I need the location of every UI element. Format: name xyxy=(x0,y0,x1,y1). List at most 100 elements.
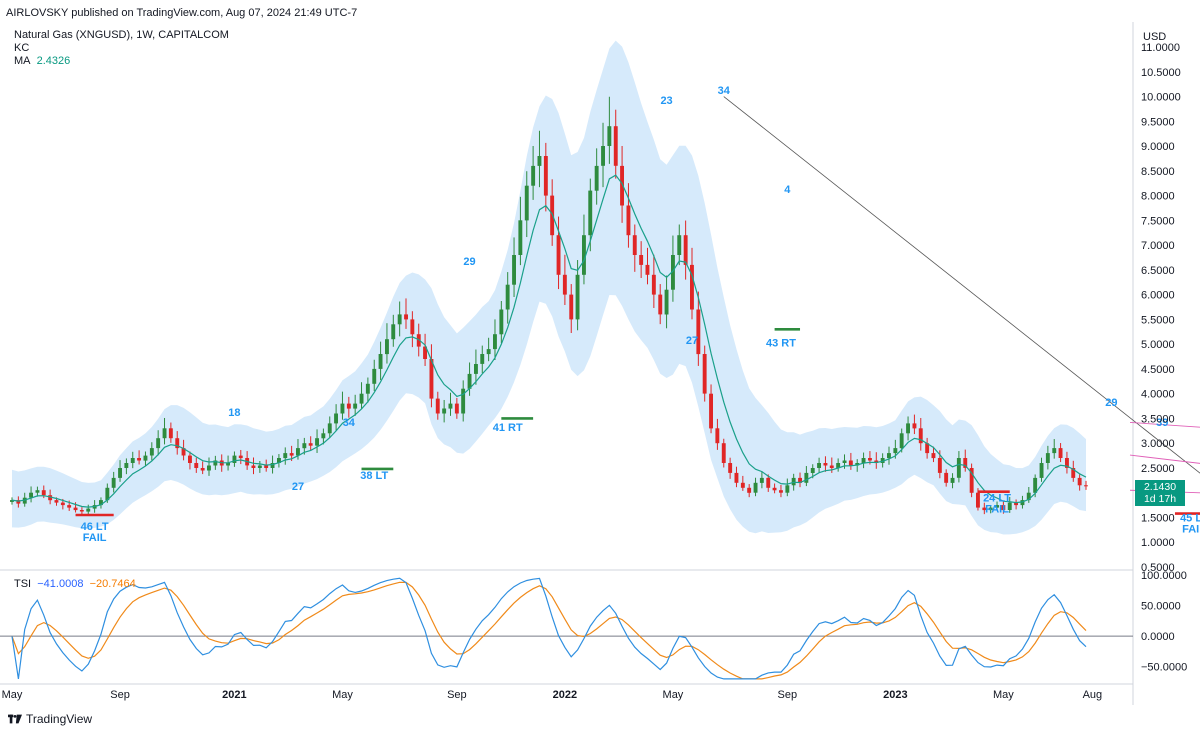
candle-body xyxy=(988,507,993,511)
time-tick-label: May xyxy=(2,689,23,701)
candle-body xyxy=(645,264,650,275)
candle-body xyxy=(956,458,961,478)
time-tick-label: 2022 xyxy=(553,689,577,701)
candle-body xyxy=(448,403,453,409)
candle-body xyxy=(385,339,389,355)
wave-count-label: 23 xyxy=(660,95,672,107)
candle-body xyxy=(308,443,313,446)
candle-body xyxy=(16,500,21,504)
candle-body xyxy=(620,165,624,206)
candle-body xyxy=(226,463,230,466)
downtrend-line xyxy=(723,96,1200,474)
candle-body xyxy=(1058,448,1063,458)
time-tick-label: 2023 xyxy=(883,689,907,701)
candle-body xyxy=(67,505,72,508)
price-tick-label: 9.0000 xyxy=(1141,141,1175,153)
candle-body xyxy=(1039,463,1044,478)
kc-legend[interactable]: KC xyxy=(14,42,30,54)
wave-count-label: 46 LT xyxy=(81,521,109,533)
price-tick-label: 4.5000 xyxy=(1141,364,1175,376)
candle-body xyxy=(906,423,910,434)
candle-body xyxy=(321,433,326,439)
candle-body xyxy=(410,319,415,335)
candle-body xyxy=(35,490,40,493)
wave-count-label: 24 LT xyxy=(983,493,1011,505)
candle-body xyxy=(810,468,815,473)
ma-legend[interactable]: MA 2.4326 xyxy=(14,55,70,67)
candle-body xyxy=(715,428,720,444)
candle-body xyxy=(353,403,358,409)
candle-body xyxy=(257,465,262,468)
candle-body xyxy=(334,413,338,424)
wave-count-label: 39 xyxy=(1156,417,1168,429)
price-tick-label: 4.0000 xyxy=(1141,389,1175,401)
candle-body xyxy=(569,294,574,320)
candle-body xyxy=(918,428,923,444)
candle-body xyxy=(315,438,319,446)
candle-body xyxy=(1033,477,1038,493)
wave-count-label: 27 xyxy=(686,335,698,347)
candle-body xyxy=(302,443,307,449)
candle-body xyxy=(429,359,434,399)
candle-body xyxy=(912,423,917,429)
candle-body xyxy=(86,508,91,512)
price-tick-label: 3.5000 xyxy=(1141,413,1175,425)
price-tick-label: 5.5000 xyxy=(1141,314,1175,326)
candle-body xyxy=(759,477,764,483)
candle-body xyxy=(168,428,173,439)
price-tick-label: 5.0000 xyxy=(1141,339,1175,351)
price-tick-label: 10.5000 xyxy=(1141,67,1181,79)
price-tick-label: 11.0000 xyxy=(1141,42,1180,54)
candle-body xyxy=(499,309,504,335)
time-tick-label: May xyxy=(993,689,1014,701)
candle-body xyxy=(868,458,872,461)
candle-body xyxy=(582,235,586,275)
candle-body xyxy=(836,463,841,468)
candle-body xyxy=(944,472,949,483)
candle-body xyxy=(531,165,536,186)
candle-body xyxy=(188,455,192,463)
candle-body xyxy=(130,458,135,463)
tsi-value: −41.0008 xyxy=(37,578,84,590)
candle-body xyxy=(175,438,180,449)
footer-brand[interactable]: TradingView xyxy=(8,712,92,726)
candle-body xyxy=(270,463,275,468)
candle-body xyxy=(543,156,548,196)
publisher-header: AIRLOVSKY published on TradingView.com, … xyxy=(6,7,358,19)
candle-body xyxy=(747,487,752,493)
candle-body xyxy=(982,507,987,511)
candle-body xyxy=(474,364,478,374)
candle-body xyxy=(79,510,84,512)
candle-body xyxy=(791,477,796,486)
candle-body xyxy=(893,448,898,454)
tsi-signal-value: −20.7464 xyxy=(89,578,136,590)
candle-body xyxy=(99,500,103,506)
price-tick-label: 0.5000 xyxy=(1141,562,1175,574)
moving-average-line xyxy=(11,174,1087,508)
candle-body xyxy=(664,289,669,315)
price-tick-label: 9.5000 xyxy=(1141,116,1175,128)
candle-body xyxy=(365,383,370,394)
tsi-tick-label: 50.0000 xyxy=(1141,601,1181,613)
candle-body xyxy=(969,468,974,493)
symbol-legend[interactable]: Natural Gas (XNGUSD), 1W, CAPITALCOM xyxy=(14,29,229,41)
candle-body xyxy=(200,468,205,471)
candle-body xyxy=(683,235,688,265)
wave-count-label: 41 RT xyxy=(493,422,523,434)
candle-body xyxy=(880,458,885,463)
candle-body xyxy=(41,490,46,496)
tsi-legend[interactable]: TSI −41.0008 −20.7464 xyxy=(14,578,136,590)
candle-body xyxy=(54,500,59,503)
candle-body xyxy=(467,373,472,389)
wave-count-label: FAIL xyxy=(1182,523,1200,535)
candle-body xyxy=(1052,448,1057,454)
candle-body xyxy=(823,463,828,466)
price-tick-label: 1.5000 xyxy=(1141,512,1175,524)
candle-body xyxy=(296,448,300,456)
candle-body xyxy=(848,460,853,466)
candle-body xyxy=(817,463,821,468)
time-tick-label: Sep xyxy=(110,689,130,701)
candle-body xyxy=(435,398,440,414)
candle-body xyxy=(874,460,879,463)
